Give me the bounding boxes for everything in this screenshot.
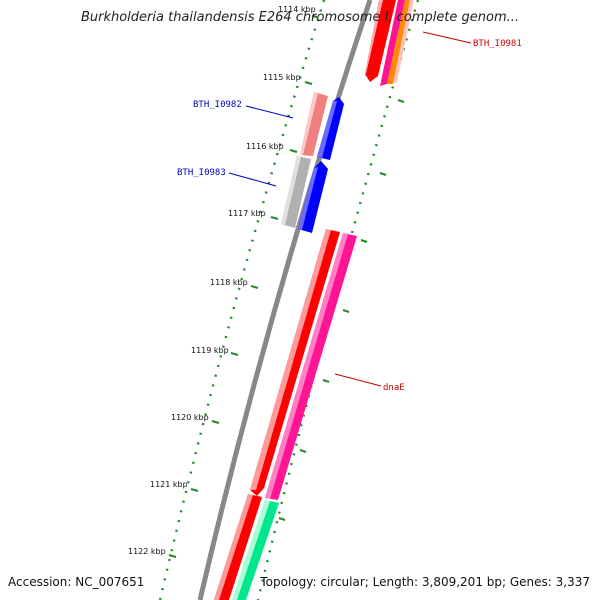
tick-1116 — [289, 149, 298, 153]
genome-summary: Topology: circular; Length: 3,809,201 bp… — [260, 575, 590, 589]
tick-1121 — [190, 488, 199, 492]
feature-bottom-red[interactable] — [214, 494, 262, 600]
gene-label-bth-i0981[interactable]: BTH_I0981 — [473, 39, 522, 49]
tick-label-1121: 1121 kbp — [150, 480, 188, 489]
tick-1117 — [270, 216, 279, 220]
feature-bth-i0981[interactable] — [365, 0, 414, 86]
leader-bth-i0983 — [228, 172, 277, 187]
outer-scale-ring — [256, 0, 420, 600]
tick-1119 — [230, 352, 239, 356]
tick-label-1119: 1119 kbp — [191, 346, 229, 355]
tick-1118 — [250, 285, 259, 289]
feature-dnae[interactable] — [250, 229, 357, 500]
accession-label: Accession: NC_007651 — [8, 575, 145, 589]
tick-label-1114: 1114 kbp — [278, 5, 316, 14]
feature-bth-i0982[interactable] — [300, 92, 344, 160]
tick-label-1115: 1115 kbp — [263, 73, 301, 82]
gene-label-dnae[interactable]: dnaE — [383, 383, 405, 393]
leader-dnae — [334, 373, 382, 387]
gene-label-bth-i0982[interactable]: BTH_I0982 — [193, 100, 242, 110]
inner-scale-ring — [158, 0, 326, 600]
tick-label-1120: 1120 kbp — [171, 413, 209, 422]
tick-label-1116: 1116 kbp — [246, 142, 284, 151]
tick-label-1118: 1118 kbp — [210, 278, 248, 287]
tick-label-1117: 1117 kbp — [228, 209, 266, 218]
tick-1115 — [304, 81, 313, 85]
leader-bth-i0981 — [422, 31, 472, 44]
tick-1114 — [311, 15, 318, 18]
tick-1122 — [168, 554, 177, 558]
feature-bottom-green[interactable] — [232, 500, 279, 600]
gene-label-bth-i0983[interactable]: BTH_I0983 — [177, 168, 226, 178]
chromosome-backbone — [197, 0, 373, 600]
tick-marks — [168, 15, 405, 558]
feature-bth-i0983[interactable] — [281, 156, 328, 233]
map-title: Burkholderia thailandensis E264 chromoso… — [80, 10, 520, 25]
tick-1120 — [211, 420, 220, 424]
tick-label-1122: 1122 kbp — [128, 547, 166, 556]
leader-bth-i0982 — [245, 105, 294, 119]
